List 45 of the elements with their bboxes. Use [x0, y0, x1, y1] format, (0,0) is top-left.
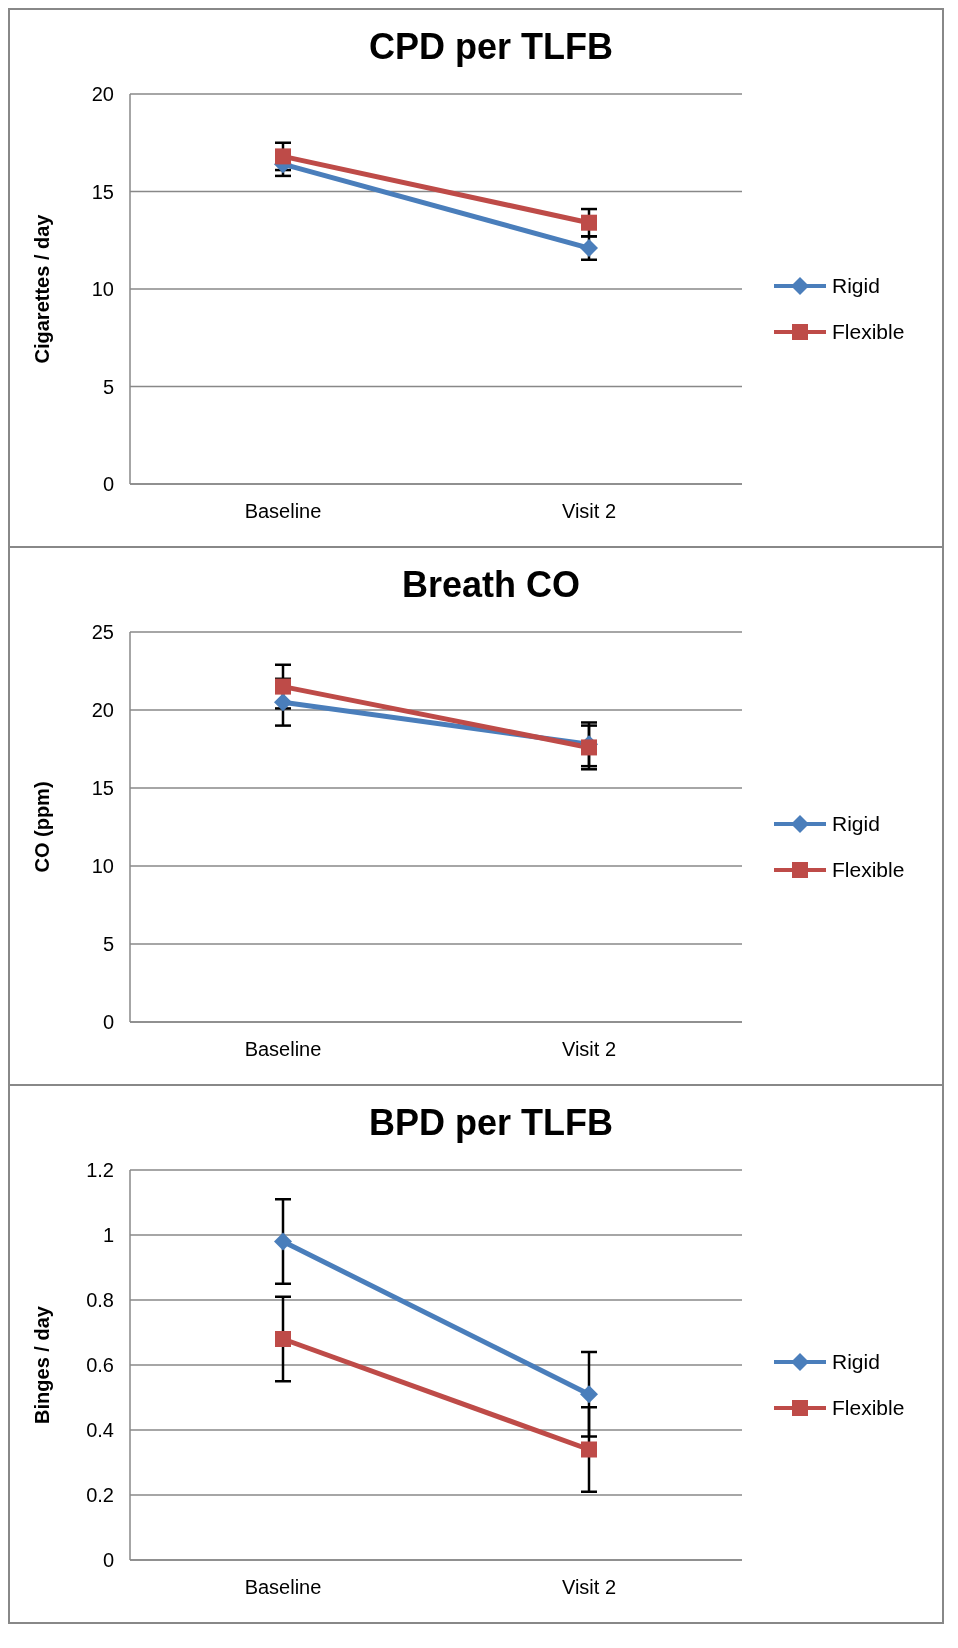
- y-tick-label: 0.4: [86, 1419, 114, 1442]
- y-axis-title: Cigarettes / day: [31, 213, 54, 364]
- y-tick-label: 25: [91, 621, 114, 644]
- x-tick-label: Baseline: [244, 500, 322, 523]
- y-tick-label: 10: [91, 855, 114, 878]
- point: [580, 1385, 598, 1404]
- point: [581, 739, 597, 756]
- y-tick-label: 10: [91, 278, 114, 301]
- y-tick-label: 0: [102, 1011, 114, 1034]
- point: [274, 693, 292, 712]
- y-tick-label: 20: [91, 699, 114, 722]
- point: [274, 1232, 292, 1251]
- x-tick-label: Baseline: [244, 1576, 322, 1599]
- y-tick-label: 1.2: [86, 1159, 114, 1182]
- y-tick-label: 20: [91, 83, 114, 106]
- legend-label: Flexible: [832, 1396, 905, 1420]
- y-tick-label: 5: [102, 375, 114, 398]
- y-tick-label: 0: [102, 473, 114, 496]
- point: [275, 1331, 291, 1347]
- y-tick-label: 15: [91, 777, 114, 800]
- point: [275, 678, 291, 695]
- chart-title: Breath CO: [401, 563, 581, 607]
- y-axis-title: CO (ppm): [31, 781, 54, 873]
- y-tick-label: 0.6: [86, 1354, 114, 1377]
- y-tick-label: 0.8: [86, 1289, 114, 1312]
- legend-label: Flexible: [832, 320, 905, 344]
- chart-title: CPD per TLFB: [368, 25, 614, 69]
- x-tick-label: Visit 2: [561, 500, 617, 523]
- x-tick-label: Visit 2: [561, 1576, 617, 1599]
- legend-label: Rigid: [832, 274, 880, 298]
- x-tick-label: Visit 2: [561, 1038, 617, 1061]
- y-tick-label: 1: [102, 1224, 114, 1247]
- legend-label: Flexible: [832, 858, 905, 882]
- y-tick-label: 5: [102, 933, 114, 956]
- x-tick-label: Baseline: [244, 1038, 322, 1061]
- legend-label: Rigid: [832, 1350, 880, 1374]
- y-tick-label: 0.2: [86, 1484, 114, 1507]
- point: [581, 214, 597, 231]
- y-axis-title: Binges / day: [31, 1305, 54, 1424]
- point: [581, 1441, 597, 1458]
- legend-label: Rigid: [832, 812, 880, 836]
- y-tick-label: 0: [102, 1549, 114, 1572]
- chart-title: BPD per TLFB: [368, 1101, 614, 1145]
- y-tick-label: 15: [91, 180, 114, 203]
- point: [275, 148, 291, 165]
